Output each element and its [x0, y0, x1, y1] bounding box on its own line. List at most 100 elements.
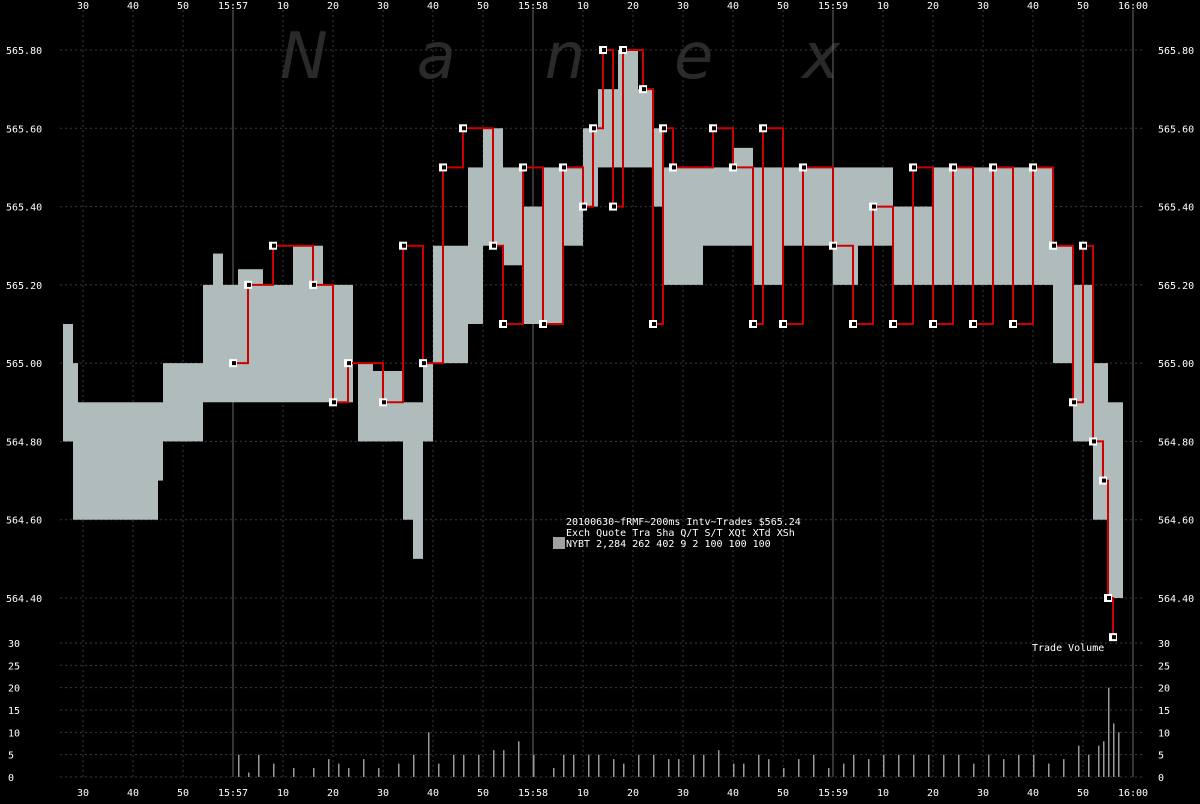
quote-range-bar-0: [63, 324, 73, 442]
x-tick-label-top-11: 20: [627, 1, 639, 12]
volume-bar-51: [943, 754, 945, 777]
trade-marker-42: [639, 85, 647, 94]
quote-range-bar-45: [1108, 402, 1123, 598]
quote-range-bar-8: [223, 284, 238, 403]
volume-bar-14: [438, 763, 440, 777]
volume-bar-9: [363, 759, 365, 777]
axis-labels: 30304040505015:5715:57101020203030404050…: [6, 1, 1194, 799]
trade-marker-16: [419, 359, 427, 368]
price-tick-left-1: 564.60: [6, 516, 42, 527]
volume-tick-right-3: 15: [1158, 706, 1170, 717]
volume-bar-27: [613, 759, 615, 777]
volume-bar-66: [1118, 732, 1120, 777]
price-tick-right-6: 565.60: [1158, 124, 1194, 135]
volume-bar-54: [988, 754, 990, 777]
volume-tick-left-4: 20: [8, 684, 20, 695]
watermark: N a n e x: [280, 20, 841, 94]
volume-bar-65: [1113, 723, 1115, 777]
trade-marker-96: [1109, 633, 1117, 642]
quote-range-bar-14: [373, 370, 403, 442]
x-tick-label-top-12: 30: [677, 1, 689, 12]
quote-range-bar-15: [403, 402, 413, 520]
x-tick-label-bottom-18: 30: [977, 788, 989, 799]
trade-marker-0: [229, 359, 237, 368]
x-tick-label-bottom-3: 15:57: [218, 788, 248, 799]
x-tick-label-bottom-19: 40: [1027, 788, 1039, 799]
quote-range-bar-30: [653, 128, 663, 207]
trade-marker-44: [649, 320, 657, 328]
quote-range-bar-9: [238, 269, 263, 403]
volume-bar-12: [413, 754, 415, 777]
volume-bar-6: [328, 759, 330, 777]
volume-bar-23: [563, 754, 565, 777]
volume-bar-57: [1033, 754, 1035, 777]
trade-marker-94: [1104, 594, 1112, 602]
volume-bar-32: [678, 759, 680, 777]
quote-range-bar-4: [158, 402, 163, 481]
x-tick-label-top-17: 20: [927, 1, 939, 12]
price-tick-right-3: 565.00: [1158, 359, 1194, 370]
x-tick-label-bottom-5: 20: [327, 788, 339, 799]
volume-bar-22: [553, 768, 555, 777]
volume-tick-right-2: 10: [1158, 728, 1170, 739]
volume-bar-30: [653, 754, 655, 777]
volume-bar-5: [313, 768, 315, 777]
volume-bar-33: [693, 754, 695, 777]
x-tick-label-top-9: 15:58: [518, 1, 548, 12]
x-tick-label-bottom-14: 50: [777, 788, 789, 799]
trade-marker-2: [244, 280, 252, 289]
trade-marker-56: [759, 124, 767, 133]
x-tick-label-top-6: 30: [377, 1, 389, 12]
trade-marker-4: [269, 241, 277, 250]
quote-range-bar-11: [293, 245, 323, 403]
x-tick-label-top-3: 15:57: [218, 1, 248, 12]
quote-range-bar-16: [413, 402, 423, 559]
x-tick-label-top-7: 40: [427, 1, 439, 12]
quote-range-bar-13: [358, 363, 373, 442]
trade-marker-26: [519, 163, 527, 172]
quote-range-bar-28: [618, 50, 638, 168]
trade-marker-22: [489, 241, 497, 250]
volume-bar-20: [518, 741, 520, 777]
quote-range-bar-32: [703, 167, 733, 246]
quote-range-bar-10: [263, 284, 293, 403]
x-tick-label-top-21: 16:00: [1118, 1, 1148, 12]
volume-bar-50: [928, 754, 930, 777]
trade-marker-80: [1009, 320, 1017, 328]
volume-bar-56: [1018, 754, 1020, 777]
volume-bar-44: [843, 763, 845, 777]
volume-bar-47: [883, 754, 885, 777]
trade-marker-76: [969, 320, 977, 328]
x-tick-label-bottom-1: 40: [127, 788, 139, 799]
x-tick-label-bottom-7: 40: [427, 788, 439, 799]
volume-tick-right-1: 5: [1158, 751, 1164, 762]
trade-marker-46: [659, 124, 667, 133]
trade-marker-48: [669, 163, 677, 172]
x-tick-label-top-16: 10: [877, 1, 889, 12]
quote-range-bar-29: [638, 89, 653, 168]
volume-bar-49: [913, 754, 915, 777]
volume-bar-35: [718, 750, 720, 777]
volume-tick-left-0: 0: [8, 773, 14, 784]
volume-bar-25: [588, 754, 590, 777]
x-tick-label-bottom-8: 50: [477, 788, 489, 799]
volume-bar-3: [273, 763, 275, 777]
trade-marker-12: [379, 398, 387, 407]
x-tick-label-top-13: 40: [727, 1, 739, 12]
quote-range-bar-3: [93, 402, 158, 520]
trade-marker-84: [1049, 241, 1057, 250]
trade-marker-62: [829, 241, 837, 250]
quote-range-bar-34: [753, 167, 783, 285]
trade-marker-18: [439, 163, 447, 172]
x-tick-label-top-8: 50: [477, 1, 489, 12]
volume-bar-43: [828, 768, 830, 777]
x-tick-label-bottom-9: 15:58: [518, 788, 548, 799]
trade-marker-52: [729, 163, 737, 172]
trade-marker-8: [329, 398, 337, 407]
price-tick-left-3: 565.00: [6, 359, 42, 370]
quote-range-bar-19: [453, 245, 468, 364]
volume-bar-4: [293, 768, 295, 777]
x-tick-label-top-1: 40: [127, 1, 139, 12]
